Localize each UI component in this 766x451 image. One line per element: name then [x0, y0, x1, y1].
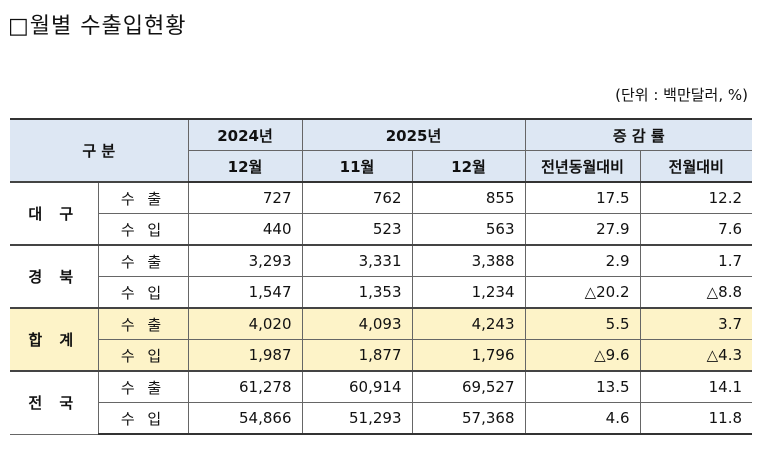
column-header: 12월 — [188, 150, 303, 183]
group-header: 2024년 — [187, 118, 303, 151]
table-head: 구 분 2024년 2025년 증 감 률 12월 11월 12월 전년동월대비… — [10, 118, 753, 183]
value-cell: △9.6 — [524, 339, 641, 372]
value-cell: 69,527 — [411, 370, 526, 403]
value-cell: △4.3 — [639, 339, 753, 372]
value-cell: 1.7 — [639, 244, 753, 277]
value-cell: 27.9 — [524, 213, 641, 246]
value-cell: 54,866 — [187, 402, 303, 435]
value-cell: 1,987 — [187, 339, 303, 372]
value-cell: 11.8 — [639, 402, 753, 435]
value-cell: 855 — [411, 181, 526, 214]
value-cell: 7.6 — [639, 213, 753, 246]
value-cell: 13.5 — [524, 370, 641, 403]
title: □월별 수출입현황 — [8, 14, 187, 39]
value-cell: 1,353 — [301, 276, 413, 309]
value-cell: 3,293 — [187, 244, 303, 277]
item-cell: 수 입 — [98, 339, 189, 372]
value-cell: 61,278 — [187, 370, 303, 403]
value-cell: 4,020 — [187, 307, 303, 340]
region-cell: 대 구 — [10, 181, 99, 246]
item-cell: 수 입 — [98, 276, 189, 309]
column-header: 전월대비 — [639, 150, 753, 183]
table-row: 수 입 1,987 1,877 1,796 △9.6 △4.3 — [10, 339, 753, 372]
value-cell: 1,796 — [411, 339, 526, 372]
value-cell: 57,368 — [411, 402, 526, 435]
value-cell: 563 — [411, 213, 526, 246]
value-cell: 2.9 — [524, 244, 641, 277]
column-header: 11월 — [301, 150, 413, 183]
value-cell: 4,243 — [411, 307, 526, 340]
table-row: 수 입 1,547 1,353 1,234 △20.2 △8.8 — [10, 276, 753, 309]
value-cell: 12.2 — [639, 181, 753, 214]
value-cell: 14.1 — [639, 370, 753, 403]
item-cell: 수 입 — [98, 402, 189, 435]
value-cell: 51,293 — [301, 402, 413, 435]
value-cell: 17.5 — [524, 181, 641, 214]
column-header: 12월 — [411, 150, 526, 183]
value-cell: 60,914 — [301, 370, 413, 403]
column-header: 전년동월대비 — [524, 150, 641, 183]
value-cell: 5.5 — [524, 307, 641, 340]
value-cell: 4.6 — [524, 402, 641, 435]
value-cell: 3.7 — [639, 307, 753, 340]
region-cell: 전 국 — [10, 370, 99, 435]
unit-note: (단위 : 백만달러, %) — [615, 86, 748, 104]
value-cell: △20.2 — [524, 276, 641, 309]
table-row: 수 입 54,866 51,293 57,368 4.6 11.8 — [10, 402, 753, 435]
group-header: 2025년 — [301, 118, 526, 151]
value-cell: 762 — [301, 181, 413, 214]
value-cell: 523 — [301, 213, 413, 246]
value-cell: 440 — [187, 213, 303, 246]
trade-table: 구 분 2024년 2025년 증 감 률 12월 11월 12월 전년동월대비… — [10, 118, 753, 435]
item-cell: 수 출 — [97, 244, 189, 277]
value-cell: 1,234 — [411, 276, 526, 309]
value-cell: 3,331 — [301, 244, 413, 277]
item-cell: 수 출 — [97, 370, 189, 403]
value-cell: 1,877 — [301, 339, 413, 372]
header-row: 구 분 2024년 2025년 증 감 률 — [10, 118, 753, 183]
item-cell: 수 입 — [98, 213, 189, 246]
region-cell: 합 계 — [10, 307, 99, 372]
value-cell: 1,547 — [187, 276, 303, 309]
region-cell: 경 북 — [10, 244, 99, 309]
table-row: 수 입 440 523 563 27.9 7.6 — [10, 213, 753, 246]
value-cell: 3,388 — [411, 244, 526, 277]
value-cell: 4,093 — [301, 307, 413, 340]
group-header: 증 감 률 — [524, 118, 753, 151]
item-cell: 수 출 — [97, 307, 189, 340]
header-label: 구 분 — [10, 118, 189, 183]
value-cell: △8.8 — [639, 276, 753, 309]
value-cell: 727 — [187, 181, 303, 214]
item-cell: 수 출 — [97, 181, 189, 214]
